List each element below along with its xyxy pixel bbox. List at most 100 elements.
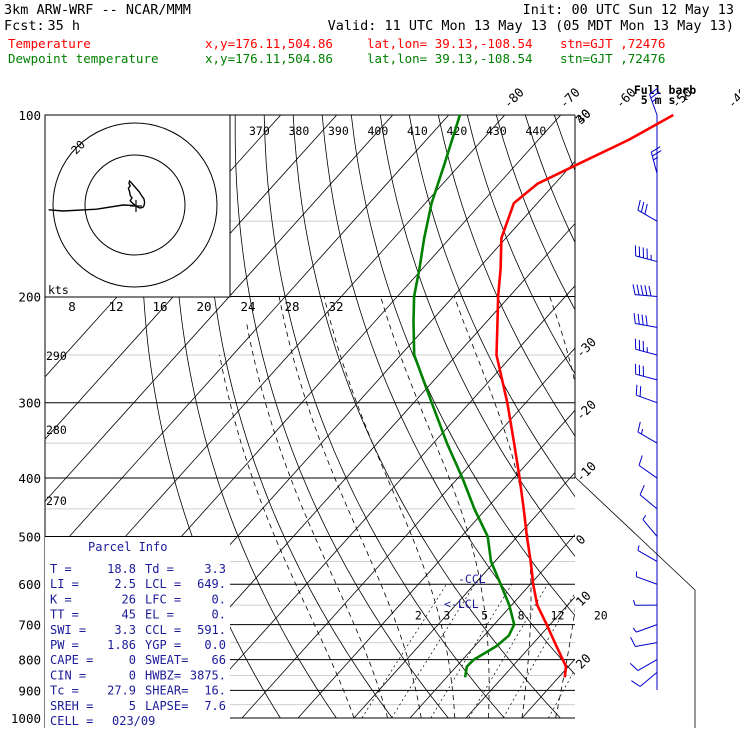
dry-adiabat-line [379, 115, 575, 557]
dry-adiabat-line [699, 115, 740, 718]
isotherm-line [353, 471, 575, 719]
mixing-ratio-label: 12 [551, 609, 565, 623]
pressure-tick-label: 600 [18, 577, 41, 592]
isotherm-line [45, 115, 393, 502]
hodo-speed-tick: 8 [68, 299, 76, 314]
hodo-speed-tick: 12 [108, 299, 123, 314]
parcel-value: 0 [129, 668, 136, 682]
isotherm-label: -40 [724, 85, 740, 112]
parcel-value: 26 [122, 592, 136, 606]
wind-barb-shaft [642, 519, 658, 537]
mixing-ratio-line [361, 584, 447, 719]
parcel-value: 0 [129, 653, 136, 667]
isotherm-label: -10 [573, 458, 600, 485]
isentrope-label: 270 [46, 494, 67, 508]
wind-barb-shaft [635, 348, 658, 356]
dry-adiabat-line [408, 115, 575, 498]
parcel-key: TT = [50, 608, 79, 622]
isentrope-label: 420 [447, 124, 468, 138]
isotherm-label: 40 [573, 106, 594, 127]
isentrope-label: 290 [46, 349, 67, 363]
isentrope-labels: 370 380 390 400 410 420 430 440 290 280 270 [46, 124, 546, 508]
parcel-value: 5 [129, 699, 136, 713]
isentrope-label: 400 [368, 124, 389, 138]
pressure-tick-label: 200 [18, 290, 41, 305]
parcel-value: 3.3 [204, 562, 226, 576]
dry-adiabat-line [321, 115, 575, 676]
wind-barb-tick [635, 384, 638, 396]
wind-diagonal-line [574, 476, 696, 728]
wind-barb-tick [637, 421, 641, 433]
dewpoint-xy: x,y=176.11,504.86 [205, 51, 333, 66]
hodograph: 20 kts 8 12 16 20 24 28 32 [44, 114, 344, 314]
parcel-value: 3.3 [114, 623, 136, 637]
parcel-key: LAPSE= [145, 699, 188, 713]
mixing-ratio-label: 8 [518, 609, 525, 623]
wind-barb-shaft [635, 294, 658, 298]
parcel-cell-key: CELL = [50, 714, 93, 728]
parcel-key: CAPE = [50, 653, 93, 667]
pressure-tick-label: 300 [18, 396, 41, 411]
wind-barb-tick [645, 315, 648, 326]
wind-barb-shaft [637, 209, 658, 222]
parcel-key: SREH = [50, 699, 93, 713]
wind-barb-half-tick [642, 515, 647, 520]
temperature-legend: Temperature [8, 36, 91, 51]
mixing-ratio-label: 3 [443, 609, 450, 623]
moist-adiabat-line [623, 297, 740, 719]
wind-barb-tick [640, 284, 644, 296]
isentrope-label: 390 [328, 124, 349, 138]
isentrope-label: 370 [249, 124, 270, 138]
temperature-station: stn=GJT ,72476 [560, 36, 665, 51]
wind-barb-tick [636, 284, 640, 296]
dry-adiabat-line [641, 115, 740, 718]
temperature-latlon: lat,lon= 39.13,-108.54 [367, 36, 533, 51]
parcel-key: CIN = [50, 668, 86, 682]
parcel-value: 0. [212, 592, 226, 606]
moist-adiabat-line [245, 321, 388, 719]
parcel-value: 45 [122, 608, 136, 622]
parcel-key: LCL = [145, 577, 181, 591]
wind-barb-shaft [636, 576, 658, 585]
moist-adiabat-line [323, 296, 456, 719]
parcel-value: 3875. [190, 668, 226, 682]
dry-adiabat-line [437, 115, 575, 437]
pressure-tick-label: 700 [18, 618, 41, 633]
moist-adiabat-line [380, 296, 490, 719]
wind-barb-tick [629, 663, 639, 671]
temperature-profile [495, 113, 674, 678]
wind-barb-shaft [635, 373, 658, 381]
isotherm-line [45, 115, 449, 565]
parcel-value: 7.6 [204, 699, 226, 713]
parcel-value: 27.9 [107, 684, 136, 698]
full-barb-label: Full barb [634, 83, 696, 97]
wind-barb-tick [648, 285, 652, 297]
moist-adiabat-line [656, 297, 740, 719]
isotherm-label: 0 [573, 532, 589, 548]
parcel-key: EL = [145, 608, 174, 622]
parcel-cell-value: 023/09 [112, 714, 155, 728]
hodo-speed-tick: 16 [152, 299, 167, 314]
parcel-key: HWBZ= [145, 668, 181, 682]
wind-barb-tick [637, 199, 641, 211]
hodo-speed-tick: 32 [328, 299, 343, 314]
wind-barb-half-tick [633, 600, 636, 606]
parcel-key: T = [50, 562, 72, 576]
wind-barb-half-tick [640, 428, 644, 435]
dry-adiabat-line [495, 115, 575, 311]
lcl-marker: <-LCL [444, 597, 479, 611]
hodograph-ring-outer [52, 122, 218, 288]
parcel-key: Td = [145, 562, 174, 576]
dry-adiabat-line [263, 115, 505, 719]
parcel-key: YGP = [145, 638, 181, 652]
parcel-key: SWI = [50, 623, 86, 637]
ccl-marker: -CCL [458, 572, 486, 586]
pressure-tick-label: 1000 [11, 711, 41, 726]
dry-adiabat-line [204, 115, 393, 719]
parcel-key: SHEAR= [145, 684, 188, 698]
wind-barb-shaft [637, 659, 658, 672]
wind-barb-tick [639, 386, 642, 397]
isotherm-line [465, 596, 575, 719]
parcel-key: K = [50, 592, 72, 606]
parcel-value: 0. [212, 608, 226, 622]
